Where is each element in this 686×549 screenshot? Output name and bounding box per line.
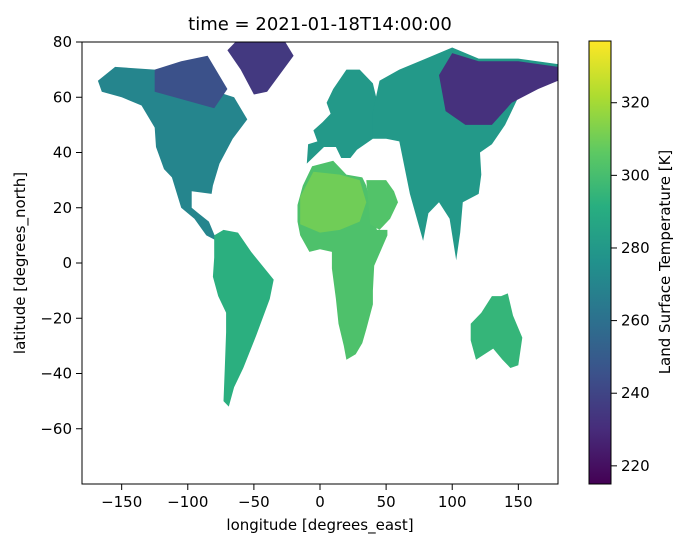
y-tick-label: 0 [62, 254, 72, 272]
chart-title: time = 2021-01-18T14:00:00 [188, 14, 452, 35]
region-north-america [97, 64, 248, 241]
colorbar-tick-label: 280 [621, 239, 650, 257]
colorbar [588, 40, 612, 485]
y-tick-label: −40 [40, 365, 72, 383]
x-axis-label: longitude [degrees_east] [226, 516, 413, 535]
colorbar-tick-label: 260 [621, 312, 650, 330]
colorbar-tick-label: 300 [621, 166, 650, 184]
x-tick-label: 0 [315, 493, 325, 511]
y-tick-label: −60 [40, 420, 72, 438]
region-australia [470, 293, 523, 368]
region-siberia [439, 53, 558, 125]
region-greenland [227, 42, 294, 95]
region-south-america [212, 229, 274, 407]
y-tick-label: 60 [53, 88, 72, 106]
region-canada-north [154, 55, 228, 109]
x-tick-label: −50 [238, 493, 270, 511]
colorbar-tick-label: 320 [621, 94, 650, 112]
colorbar-tick-label: 220 [621, 457, 650, 475]
x-tick-label: 100 [438, 493, 467, 511]
x-tick-label: −100 [167, 493, 208, 511]
x-axis-ticks: −150 −100 −50 0 50 100 150 [101, 484, 533, 511]
x-tick-label: −150 [101, 493, 142, 511]
region-europe [306, 69, 380, 164]
region-sahara [300, 171, 367, 233]
y-tick-label: 20 [53, 199, 72, 217]
y-axis-ticks: 80 60 40 20 0 −20 −40 −60 [40, 33, 82, 438]
y-axis-label: latitude [degrees_north] [11, 172, 30, 354]
y-tick-label: 40 [53, 144, 72, 162]
x-tick-label: 150 [504, 493, 533, 511]
y-tick-label: 80 [53, 33, 72, 51]
region-arabia [366, 180, 398, 230]
colorbar-tick-label: 240 [621, 384, 650, 402]
y-tick-label: −20 [40, 309, 72, 327]
x-tick-label: 50 [377, 493, 396, 511]
colorbar-label: Land Surface Temperature [K] [656, 150, 674, 375]
colorbar-ticks: 220 240 260 280 300 320 [611, 94, 650, 475]
temperature-regions [97, 42, 558, 407]
